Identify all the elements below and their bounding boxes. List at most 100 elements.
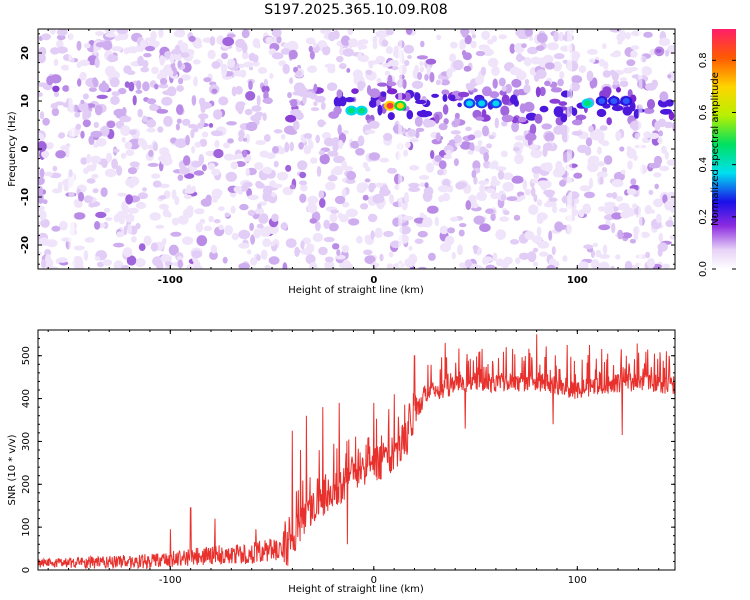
spectrogram-cell	[408, 182, 420, 188]
spectrogram-cell	[152, 142, 158, 151]
spectrogram-cell	[251, 105, 262, 112]
spectrogram-cell	[588, 125, 594, 133]
spectrogram-cell	[640, 231, 650, 239]
spectrogram-cell	[309, 261, 318, 269]
spectrogram-cell	[262, 166, 273, 174]
spectrogram-cell	[454, 116, 461, 126]
spectrogram-cell	[276, 171, 289, 181]
spectrogram-cell	[77, 78, 82, 87]
spectrogram-cell	[627, 160, 633, 170]
spectrogram-cell	[132, 95, 137, 106]
spectrogram-cell	[95, 211, 107, 219]
spectrogram-cell	[379, 253, 384, 262]
spectrogram-cell	[654, 121, 661, 131]
spectrogram-cell	[137, 138, 146, 147]
spectrogram-cell	[93, 78, 99, 88]
spectrogram-cell	[299, 193, 307, 203]
spectrogram-cell	[134, 257, 146, 268]
spectrogram-cell	[657, 137, 663, 144]
spectrogram-ytick-label: 10	[20, 94, 31, 108]
spectrogram-cell	[388, 251, 394, 258]
spectrogram-cell	[649, 209, 655, 214]
spectrogram-cell	[299, 171, 307, 179]
spectrogram-cell	[103, 207, 111, 213]
spectrogram-cell	[126, 70, 136, 75]
spectrogram-cell	[39, 111, 45, 120]
spectrogram-cell	[653, 198, 664, 208]
spectrogram-cell	[457, 102, 462, 108]
spectrogram-cell	[160, 254, 172, 263]
spectrogram-cell	[573, 172, 583, 179]
spectrogram-cell	[324, 256, 334, 263]
spectrogram-cell	[182, 118, 191, 126]
spectrogram-cell	[348, 218, 360, 226]
spectrogram-cell	[238, 262, 250, 269]
spectrogram-cell	[318, 121, 327, 126]
spectrogram-cell	[310, 157, 318, 164]
spectrogram-cell	[75, 123, 82, 130]
spectrogram-cell	[135, 222, 141, 230]
spectrogram-cell	[539, 86, 546, 97]
spectrogram-ytick-label: -10	[20, 188, 31, 206]
spectrogram-cell	[402, 215, 414, 221]
spectrogram-cell	[88, 87, 97, 92]
spectrogram-cell	[524, 29, 534, 37]
spectrogram-cell	[500, 194, 507, 201]
spectrogram-cell	[368, 182, 375, 193]
spectrogram-cell	[586, 48, 598, 55]
spectrogram-cell	[535, 45, 545, 51]
spectrogram-cell	[146, 127, 156, 133]
spectrogram-cell	[611, 105, 624, 112]
spectrogram-cell	[44, 142, 54, 150]
spectrogram-cell	[479, 146, 487, 154]
spectrogram-cell	[420, 40, 425, 48]
spectrogram-cell	[159, 195, 167, 200]
snr-ytick-label: 400	[21, 389, 32, 408]
spectrogram-cell	[179, 166, 190, 175]
spectrogram-cell	[252, 61, 260, 67]
spectrogram-cell	[528, 35, 534, 41]
spectrogram-cell	[544, 132, 555, 142]
spectrogram-cell	[194, 141, 201, 148]
spectrogram-cell	[272, 146, 279, 154]
spectrogram-cell	[336, 89, 343, 99]
spectrogram-cell	[138, 243, 146, 252]
spectrogram-cell	[483, 151, 490, 162]
spectrogram-cell	[422, 217, 433, 228]
colorbar-gradient	[712, 29, 736, 269]
spectrogram-cell	[511, 121, 519, 133]
spectrogram-cell	[126, 255, 137, 266]
spectrogram-cell	[307, 247, 315, 253]
spectrogram-cell	[534, 113, 543, 124]
spectrogram-cell	[659, 165, 670, 172]
spectrogram-hotspot	[396, 102, 404, 109]
spectrogram-cell	[41, 33, 51, 41]
spectrogram-cell	[318, 150, 325, 156]
spectrogram-cell	[447, 227, 455, 234]
spectrogram-cell	[51, 225, 61, 232]
spectrogram-cell	[667, 74, 672, 79]
spectrogram-cell	[409, 165, 420, 171]
spectrogram-cell	[222, 36, 235, 47]
spectrogram-cell	[570, 75, 583, 84]
spectrogram-cell	[258, 215, 267, 224]
spectrogram-cell	[284, 141, 290, 153]
spectrogram-cell	[231, 86, 237, 97]
spectrogram-cell	[578, 261, 589, 269]
spectrogram-cell	[584, 146, 592, 156]
spectrogram-cell	[357, 80, 365, 92]
spectrogram-cell	[582, 203, 592, 215]
spectrogram-cell	[596, 171, 608, 179]
spectrogram-cell	[160, 156, 173, 166]
spectrogram-cell	[260, 249, 268, 260]
spectrogram-cell	[453, 134, 462, 143]
spectrogram-cell	[314, 95, 326, 103]
spectrogram-cell	[383, 230, 394, 238]
spectrogram-cell	[523, 84, 531, 94]
spectrogram-cell	[544, 80, 551, 87]
spectrogram-cell	[104, 29, 116, 34]
spectrogram-cell	[524, 230, 535, 240]
spectrogram-cell	[344, 97, 355, 103]
colorbar-tick-label: 0.2	[698, 209, 709, 225]
spectrogram-cell	[615, 254, 621, 260]
